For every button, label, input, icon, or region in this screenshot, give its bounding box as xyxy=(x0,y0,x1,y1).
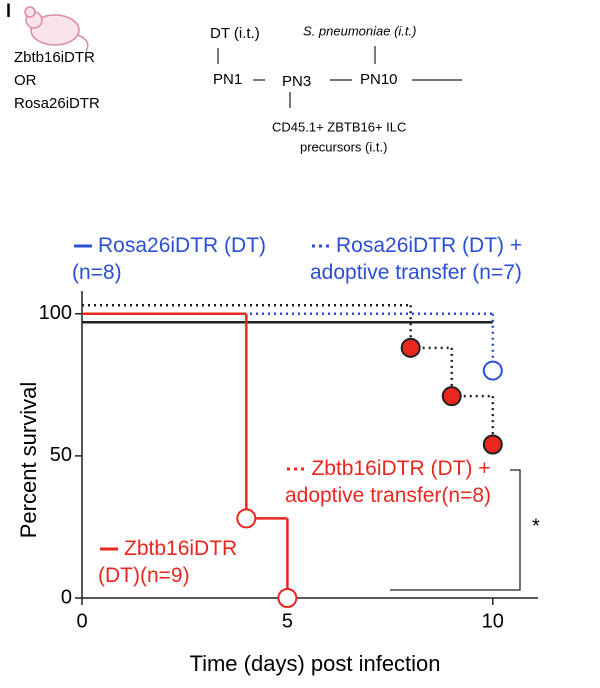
timepoint: PN3 xyxy=(282,73,311,90)
mouse-line: OR xyxy=(14,72,37,89)
y-tick-label: 0 xyxy=(61,586,72,608)
legend-label: Zbtb16iDTR (DT) + adoptive transfer(n=8) xyxy=(284,457,492,507)
dt-label: DT (i.t.) xyxy=(210,25,260,42)
y-tick-label: 100 xyxy=(39,302,72,324)
x-tick-label: 10 xyxy=(482,610,504,632)
censor-marker xyxy=(482,434,503,455)
timepoint: PN1 xyxy=(213,71,242,88)
mouse-line: Rosa26iDTR xyxy=(14,95,100,112)
legend-entry: Zbtb16iDTR (DT) + adoptive transfer(n=8) xyxy=(268,455,508,509)
legend-entry: Rosa26iDTR (DT) (n=8) xyxy=(72,232,272,286)
pathogen-label: S. pneumoniae (i.t.) xyxy=(303,23,416,38)
legend-swatch xyxy=(312,244,330,248)
legend-swatch xyxy=(74,244,92,248)
censor-marker xyxy=(236,508,257,529)
mouse-icon xyxy=(24,6,89,52)
significance-star: * xyxy=(532,515,540,537)
legend-label: Zbtb16iDTR (DT)(n=9) xyxy=(98,537,238,587)
schematic-arrows xyxy=(217,46,462,108)
legend-entry: Zbtb16iDTR (DT)(n=9) xyxy=(98,535,268,589)
y-tick-label: 50 xyxy=(50,444,72,466)
legend-swatch xyxy=(287,467,306,471)
panel-label: l xyxy=(6,1,11,21)
transfer-label: CD45.1+ ZBTB16+ ILC xyxy=(272,119,406,134)
transfer-label: precursors (i.t.) xyxy=(300,139,387,154)
legend-label: Rosa26iDTR (DT) (n=8) xyxy=(72,234,267,284)
censor-marker xyxy=(400,337,421,358)
censor-marker xyxy=(441,386,462,407)
censor-marker xyxy=(482,360,503,381)
timepoint: PN10 xyxy=(360,71,398,88)
legend-entry: Rosa26iDTR (DT) + adoptive transfer (n=7… xyxy=(310,232,600,286)
x-axis-label: Time (days) post infection xyxy=(189,651,440,676)
legend-label: Rosa26iDTR (DT) + adoptive transfer (n=7… xyxy=(310,234,523,284)
x-tick-label: 0 xyxy=(76,610,87,632)
censor-marker xyxy=(277,588,298,608)
y-axis-label: Percent survival xyxy=(16,382,41,539)
x-tick-label: 5 xyxy=(282,610,293,632)
significance-bracket xyxy=(390,469,521,591)
legend-swatch xyxy=(100,547,118,551)
mouse-line: Zbtb16iDTR xyxy=(14,49,95,66)
